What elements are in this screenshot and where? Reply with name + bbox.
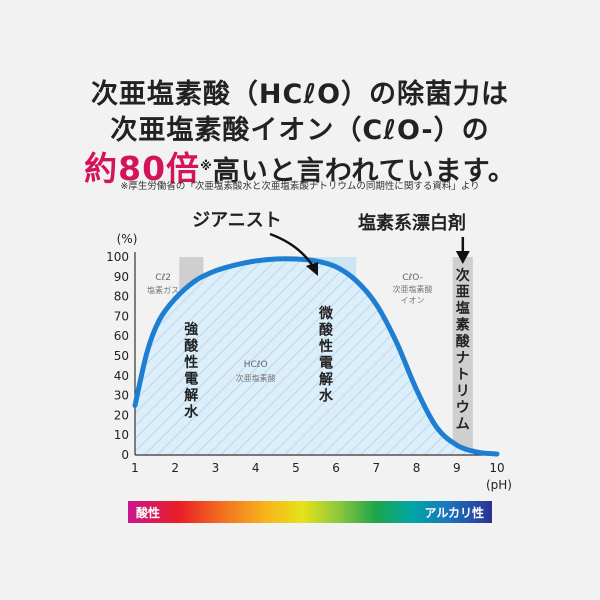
sodium-hypochlorite-label: 素 [456,317,470,334]
y-tick-label: 0 [121,448,129,462]
acidic-label: 酸性 [136,506,161,520]
headline-line2: 次亜塩素酸イオン（CℓO-）の [110,115,490,146]
band-sodium [452,257,473,455]
x-tick-label: 5 [292,461,300,475]
y-tick-label: 40 [114,369,129,383]
x-tick-label: 2 [171,461,179,475]
y-tick-label: 30 [114,389,129,403]
y-tick-label: 50 [114,349,129,363]
strong-acid-label: 解 [184,387,198,404]
y-tick-label: 60 [114,329,129,343]
x-tick-label: 3 [212,461,220,475]
sodium-hypochlorite-label: 亜 [456,285,470,301]
zianist-arrowhead [306,262,318,276]
y-axis-label: (%) [117,232,138,246]
x-tick-label: 8 [413,461,421,475]
footnote-mark: ※ [200,159,213,173]
strong-acid-label: 酸 [184,338,199,355]
sodium-hypochlorite-label: ト [456,367,470,383]
curve-area [135,258,497,455]
bleach-arrowhead [455,251,470,264]
y-tick-label: 100 [106,250,129,264]
x-axis-label: (pH) [486,478,512,492]
y-tick-label: 90 [114,270,129,284]
bleach-label: 塩素系漂白剤 [358,212,466,234]
hclo-name: 次亜塩素酸 [236,373,276,383]
x-tick-label: 9 [453,461,461,475]
ph-color-bar: 酸性 アルカリ性 [128,501,492,523]
strong-acid-label: 性 [184,354,198,371]
source-note: ※厚生労働省の「次亜塩素酸水と次亜塩素酸ナトリウムの同期性に関する資料」より [120,181,480,192]
x-tick-label: 6 [332,461,340,475]
sodium-hypochlorite-label: 酸 [456,333,471,350]
y-tick-label: 70 [114,309,129,323]
clo-name: 次亜塩素酸 [393,284,433,294]
strong-acid-label: 強 [184,321,198,338]
weak-acid-label: 解 [319,371,333,388]
x-tick-label: 7 [373,461,381,475]
clo-name-2: イオン [401,296,425,305]
y-tick-label: 20 [114,408,129,422]
x-tick-label: 1 [131,461,139,475]
sodium-hypochlorite-label: 次 [456,267,470,284]
sodium-hypochlorite-label: ム [456,417,470,433]
zianist-label: ジアニスト [192,210,282,231]
y-tick-label: 10 [114,428,129,442]
clo-formula: CℓO- [402,273,423,283]
sodium-hypochlorite-label: 塩 [456,300,470,317]
headline-line3: 約80倍※高いと言われています。 [0,142,600,190]
sodium-hypochlorite-label: ウ [456,400,470,416]
strong-acid-label: 水 [184,404,199,421]
highlight-80x: 約80倍 [84,149,201,188]
weak-acid-label: 性 [319,338,333,355]
weak-acid-label: 酸 [319,322,334,339]
weak-acid-label: 水 [319,388,334,405]
headline-line3-suffix: 高いと言われています。 [212,156,516,187]
x-tick-label: 10 [489,461,504,475]
weak-acid-label: 電 [319,355,333,372]
hclo-formula: HCℓO [244,360,268,370]
strong-acid-label: 電 [184,371,198,388]
x-tick-label: 4 [252,461,260,475]
hclo-ratio-curve [132,256,500,457]
cl2-formula: Cℓ2 [155,273,171,283]
headline-line1: 次亜塩素酸（HCℓO）の除菌力は [90,79,510,110]
alkaline-label: アルカリ性 [424,506,484,520]
weak-acid-label: 微 [318,305,334,322]
cl2-name: 塩素ガス [147,285,179,295]
sodium-hypochlorite-label: ナ [456,351,470,367]
y-tick-label: 80 [114,290,129,304]
sodium-hypochlorite-label: リ [456,384,470,400]
